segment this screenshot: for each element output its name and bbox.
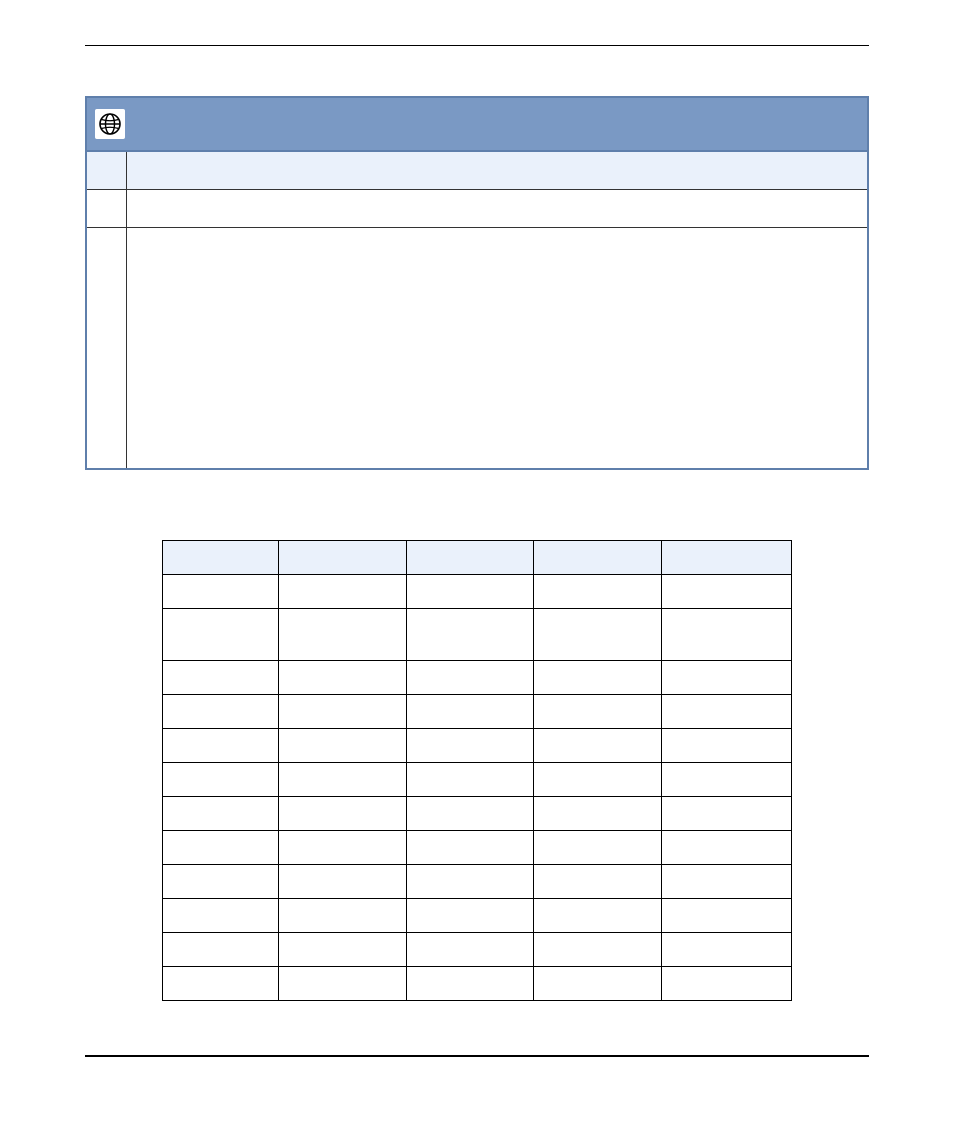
table-cell (406, 575, 534, 609)
table-cell (278, 797, 406, 831)
table-cell (406, 695, 534, 729)
table-cell (278, 831, 406, 865)
table-cell (278, 865, 406, 899)
table-cell (278, 967, 406, 1001)
table-cell (534, 899, 662, 933)
table-cell (662, 661, 792, 695)
table-cell (163, 695, 279, 729)
table-cell (662, 865, 792, 899)
info-panel-row (87, 190, 867, 228)
table-cell (534, 967, 662, 1001)
info-cell (127, 190, 867, 227)
table-row (163, 831, 792, 865)
table-cell (278, 609, 406, 661)
table-cell (163, 575, 279, 609)
info-cell (87, 228, 127, 468)
table-cell (662, 967, 792, 1001)
table-row (163, 797, 792, 831)
table-cell (534, 933, 662, 967)
info-cell (87, 190, 127, 227)
table-cell (163, 661, 279, 695)
table-cell (662, 831, 792, 865)
table-header-cell (662, 541, 792, 575)
table-header-cell (534, 541, 662, 575)
table-cell (163, 899, 279, 933)
table-cell (662, 575, 792, 609)
table-cell (662, 695, 792, 729)
table-cell (278, 695, 406, 729)
table-cell (534, 763, 662, 797)
table-cell (662, 763, 792, 797)
table-cell (406, 763, 534, 797)
table-cell (534, 661, 662, 695)
table-cell (534, 831, 662, 865)
table-cell (278, 729, 406, 763)
table-cell (406, 609, 534, 661)
table-row (163, 865, 792, 899)
table-row (163, 661, 792, 695)
table-cell (662, 899, 792, 933)
table-cell (406, 831, 534, 865)
info-panel (85, 96, 869, 470)
table-cell (534, 609, 662, 661)
info-panel-row (87, 152, 867, 190)
table-header-cell (278, 541, 406, 575)
info-panel-row (87, 228, 867, 468)
table-cell (163, 609, 279, 661)
bottom-horizontal-rule (85, 1055, 869, 1057)
table-cell (278, 763, 406, 797)
table-row (163, 899, 792, 933)
data-table (162, 540, 792, 1001)
table-header-cell (406, 541, 534, 575)
top-horizontal-rule (85, 45, 869, 46)
table-cell (534, 695, 662, 729)
table-cell (278, 575, 406, 609)
table-cell (163, 797, 279, 831)
info-cell (127, 152, 867, 189)
table-header-row (163, 541, 792, 575)
table-cell (406, 661, 534, 695)
table-cell (662, 797, 792, 831)
info-cell (87, 152, 127, 189)
table-cell (406, 899, 534, 933)
table-cell (406, 865, 534, 899)
table-cell (278, 899, 406, 933)
table-cell (662, 609, 792, 661)
table-cell (163, 729, 279, 763)
table-row (163, 763, 792, 797)
table-cell (534, 797, 662, 831)
table-row (163, 575, 792, 609)
table-cell (534, 729, 662, 763)
table-cell (163, 933, 279, 967)
table-cell (406, 729, 534, 763)
table-cell (278, 933, 406, 967)
table-cell (163, 865, 279, 899)
table-row (163, 967, 792, 1001)
globe-icon (95, 109, 125, 139)
table-cell (406, 967, 534, 1001)
table-cell (662, 729, 792, 763)
table-header-cell (163, 541, 279, 575)
table-row (163, 729, 792, 763)
table-row (163, 933, 792, 967)
table-cell (534, 575, 662, 609)
table-cell (406, 797, 534, 831)
table-cell (278, 661, 406, 695)
table-cell (163, 763, 279, 797)
table-row (163, 695, 792, 729)
table-cell (534, 865, 662, 899)
table-cell (163, 831, 279, 865)
table-cell (163, 967, 279, 1001)
table-cell (662, 933, 792, 967)
info-cell (127, 228, 867, 468)
table-cell (406, 933, 534, 967)
info-panel-header (87, 98, 867, 152)
table-row (163, 609, 792, 661)
